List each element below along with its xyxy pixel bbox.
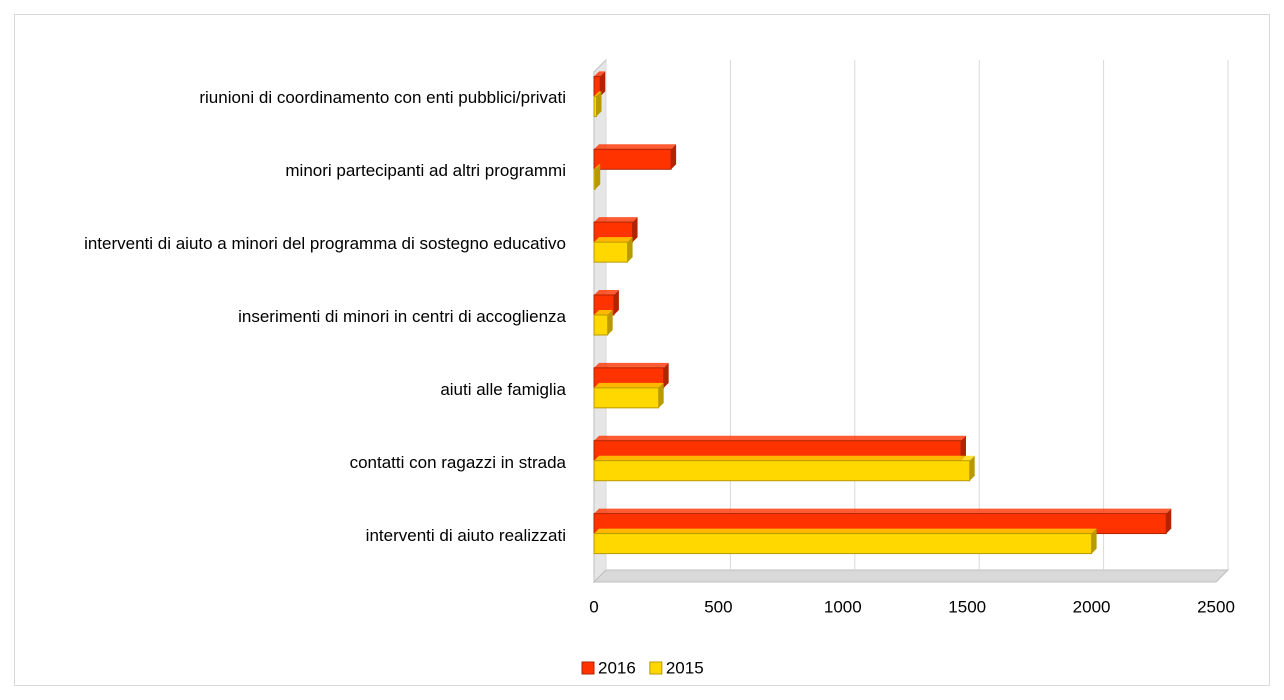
bar-face bbox=[594, 164, 601, 170]
category-text: contatti con ragazzi in strada bbox=[349, 452, 566, 472]
bar bbox=[593, 237, 633, 263]
bar-face bbox=[632, 217, 638, 243]
bar-face bbox=[594, 362, 669, 368]
bar-face bbox=[594, 217, 638, 223]
legend-swatch bbox=[581, 661, 595, 675]
bar bbox=[593, 455, 975, 482]
bar-face bbox=[960, 435, 966, 461]
bar-face bbox=[594, 528, 1097, 534]
x-tick-label: 500 bbox=[704, 597, 732, 616]
bar-face bbox=[627, 237, 633, 263]
bar-face bbox=[613, 290, 619, 315]
bar bbox=[593, 144, 677, 170]
bar-face bbox=[594, 455, 975, 461]
category-label: aiuti alle famiglia bbox=[440, 379, 566, 401]
x-tick-label: 2500 bbox=[1197, 597, 1235, 616]
bar-face bbox=[593, 95, 597, 117]
floor bbox=[592, 569, 1230, 583]
bar-face bbox=[594, 91, 602, 97]
bar-face bbox=[600, 71, 606, 97]
category-text: riunioni di coordinamento con enti pubbl… bbox=[199, 88, 566, 108]
bar bbox=[593, 164, 601, 190]
category-label: interventi di aiuto realizzati bbox=[366, 525, 566, 547]
category-text: interventi di aiuto realizzati bbox=[365, 525, 566, 545]
category-text: inserimenti di minori in centri di accog… bbox=[238, 307, 566, 326]
x-tick-label: 1000 bbox=[824, 597, 862, 616]
bar-face bbox=[596, 91, 602, 117]
bar-face bbox=[593, 241, 629, 263]
bar-face bbox=[593, 460, 971, 482]
category-text: minori partecipanti ad altri programmi bbox=[285, 161, 566, 181]
category-label: riunioni di coordinamento con enti pubbl… bbox=[199, 87, 566, 109]
bar-face bbox=[969, 455, 975, 481]
bar-face bbox=[594, 71, 606, 77]
category-text: interventi di aiuto a minori del program… bbox=[84, 234, 566, 254]
legend-label: 2016 bbox=[598, 658, 636, 677]
bar-face bbox=[594, 508, 1172, 514]
bar-face bbox=[1166, 508, 1172, 534]
bar bbox=[593, 310, 613, 336]
bar-face bbox=[593, 314, 609, 336]
legend-label: 2015 bbox=[666, 658, 704, 677]
x-tick-label: 2000 bbox=[1073, 597, 1111, 616]
bar bbox=[593, 528, 1097, 555]
bar-face bbox=[594, 310, 613, 315]
bar-face bbox=[594, 144, 677, 150]
bar-face bbox=[595, 164, 601, 190]
bar bbox=[593, 91, 602, 117]
bar-face bbox=[594, 435, 966, 441]
bar-face bbox=[658, 382, 664, 408]
x-tick-label: 0 bbox=[589, 597, 598, 616]
bar bbox=[593, 382, 664, 409]
bar-face bbox=[593, 387, 660, 409]
bar-face bbox=[593, 148, 672, 170]
bar-face bbox=[607, 310, 613, 335]
bar-face bbox=[593, 533, 1093, 555]
bar-face bbox=[671, 144, 677, 170]
category-label: interventi di aiuto a minori del program… bbox=[84, 233, 566, 255]
category-label: minori partecipanti ad altri programmi bbox=[285, 160, 566, 182]
legend-swatch bbox=[649, 661, 663, 675]
bar-face bbox=[594, 237, 633, 243]
chart-border bbox=[14, 14, 1270, 686]
bar-face bbox=[1091, 528, 1097, 554]
x-tick-label: 1500 bbox=[948, 597, 986, 616]
bar-face bbox=[593, 168, 596, 190]
bar-face bbox=[594, 290, 619, 295]
category-label: contatti con ragazzi in strada bbox=[350, 452, 566, 474]
bar-face bbox=[663, 362, 669, 388]
category-text: aiuti alle famiglia bbox=[440, 379, 566, 399]
category-label: inserimenti di minori in centri di accog… bbox=[238, 306, 566, 328]
bar-face bbox=[594, 382, 664, 388]
